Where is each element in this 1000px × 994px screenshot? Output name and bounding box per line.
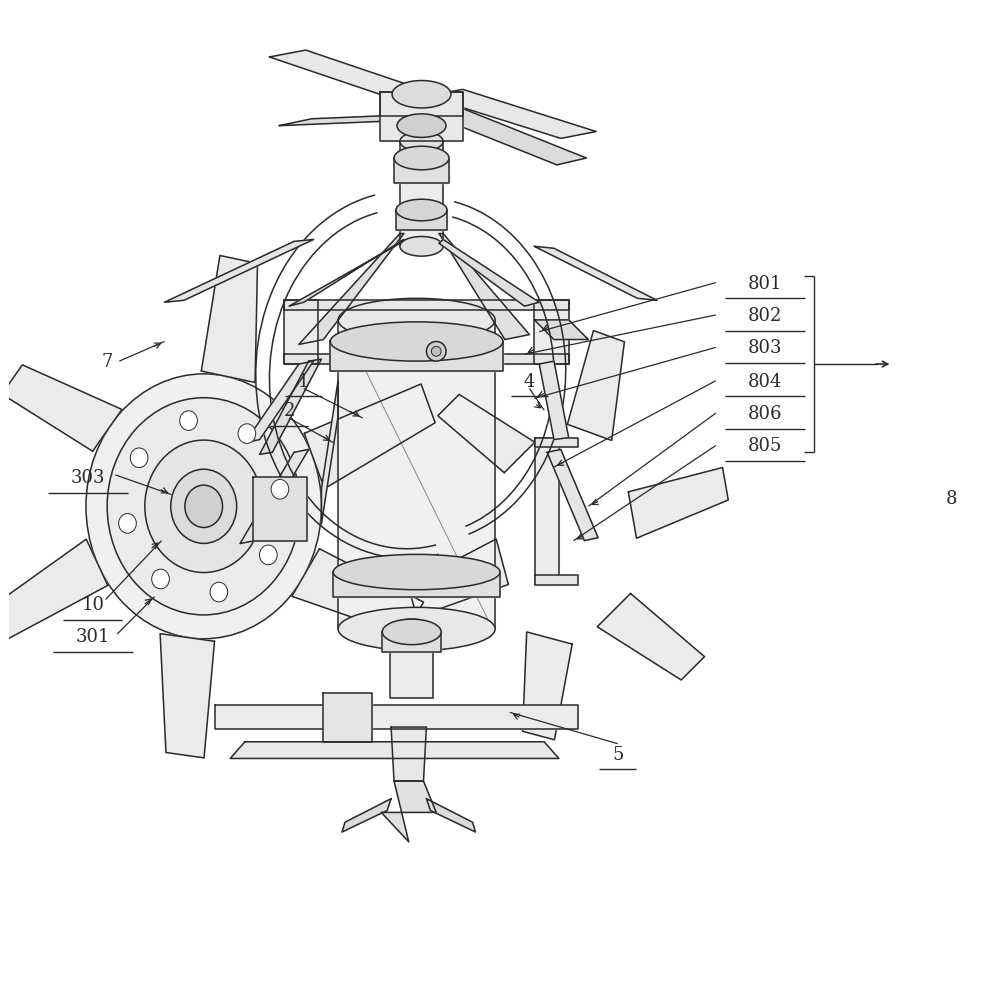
Polygon shape (2, 366, 122, 452)
Text: 303: 303 (71, 468, 105, 486)
Ellipse shape (426, 342, 446, 362)
Polygon shape (535, 438, 559, 585)
Polygon shape (380, 93, 463, 116)
Polygon shape (299, 235, 404, 345)
Text: 4: 4 (524, 373, 535, 391)
Polygon shape (535, 438, 578, 448)
Polygon shape (394, 159, 449, 183)
Polygon shape (426, 90, 596, 139)
Polygon shape (321, 382, 338, 525)
Polygon shape (400, 142, 443, 248)
Text: 8: 8 (946, 490, 957, 508)
Polygon shape (380, 93, 463, 142)
Polygon shape (535, 576, 578, 585)
Ellipse shape (338, 299, 495, 342)
Text: 802: 802 (748, 307, 782, 325)
Ellipse shape (390, 619, 433, 639)
Text: 5: 5 (612, 745, 623, 762)
Polygon shape (523, 632, 572, 741)
Polygon shape (292, 550, 424, 636)
Polygon shape (534, 321, 588, 340)
Ellipse shape (238, 424, 256, 444)
Ellipse shape (397, 114, 446, 138)
Polygon shape (342, 799, 391, 832)
Ellipse shape (259, 546, 277, 566)
Polygon shape (439, 235, 529, 340)
Polygon shape (628, 468, 728, 539)
Text: 804: 804 (748, 373, 782, 391)
Polygon shape (284, 301, 569, 311)
Ellipse shape (107, 399, 300, 615)
Ellipse shape (333, 555, 500, 590)
Ellipse shape (119, 514, 136, 534)
Polygon shape (439, 241, 539, 307)
Polygon shape (438, 395, 535, 473)
Polygon shape (284, 301, 318, 365)
Polygon shape (0, 540, 108, 641)
Polygon shape (230, 743, 559, 758)
Ellipse shape (86, 375, 321, 639)
Polygon shape (240, 450, 309, 544)
Polygon shape (330, 342, 503, 372)
Ellipse shape (330, 322, 503, 362)
Ellipse shape (394, 147, 449, 171)
Ellipse shape (396, 200, 447, 222)
Ellipse shape (400, 132, 443, 152)
Polygon shape (245, 362, 314, 443)
Polygon shape (539, 362, 569, 440)
Ellipse shape (185, 486, 223, 528)
Polygon shape (253, 477, 307, 541)
Ellipse shape (382, 619, 441, 645)
Ellipse shape (338, 607, 495, 651)
Text: 801: 801 (748, 274, 782, 292)
Polygon shape (215, 706, 578, 730)
Polygon shape (260, 360, 321, 455)
Text: 301: 301 (76, 627, 110, 645)
Polygon shape (426, 799, 475, 832)
Polygon shape (289, 241, 404, 307)
Polygon shape (567, 331, 624, 441)
Polygon shape (382, 632, 441, 652)
Text: 7: 7 (102, 353, 113, 371)
Text: 805: 805 (748, 437, 782, 455)
Ellipse shape (431, 347, 441, 357)
Polygon shape (338, 321, 495, 629)
Polygon shape (408, 540, 508, 617)
Polygon shape (547, 450, 598, 541)
Polygon shape (534, 301, 569, 365)
Polygon shape (381, 781, 436, 842)
Text: 2: 2 (283, 402, 295, 419)
Text: 10: 10 (81, 595, 104, 614)
Polygon shape (429, 108, 586, 166)
Ellipse shape (210, 582, 228, 602)
Ellipse shape (171, 470, 237, 544)
Polygon shape (534, 248, 657, 301)
Polygon shape (279, 114, 429, 126)
Polygon shape (201, 256, 258, 383)
Polygon shape (269, 51, 436, 102)
Polygon shape (391, 728, 426, 781)
Polygon shape (396, 211, 447, 231)
Polygon shape (597, 593, 705, 680)
Polygon shape (323, 693, 372, 743)
Ellipse shape (271, 480, 289, 500)
Text: 806: 806 (748, 405, 782, 422)
Polygon shape (390, 629, 433, 698)
Polygon shape (160, 634, 215, 758)
Polygon shape (164, 241, 314, 303)
Ellipse shape (130, 448, 148, 468)
Polygon shape (304, 385, 435, 489)
Polygon shape (333, 573, 500, 597)
Ellipse shape (152, 570, 169, 589)
Text: 803: 803 (748, 339, 782, 357)
Ellipse shape (145, 440, 263, 573)
Ellipse shape (400, 238, 443, 256)
Ellipse shape (180, 412, 197, 431)
Text: 1: 1 (298, 373, 310, 391)
Polygon shape (284, 355, 569, 365)
Ellipse shape (392, 82, 451, 109)
